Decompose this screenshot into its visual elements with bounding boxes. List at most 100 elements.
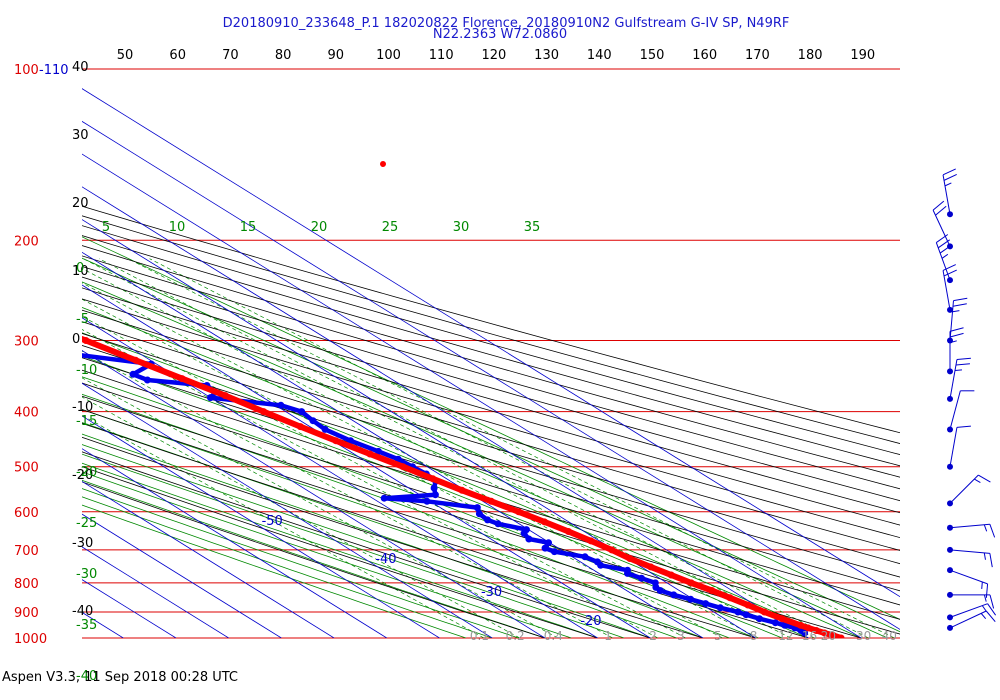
isotherm-line — [82, 251, 704, 638]
wind-barb-shaft — [942, 270, 951, 310]
mixing-ratio-label: 1 — [604, 629, 612, 643]
mixing-ratio-label: 30 — [856, 629, 871, 643]
wind-barb-flag — [953, 297, 968, 302]
pressure-label: 100 — [14, 63, 39, 78]
left-scale-label: -40 — [72, 604, 93, 619]
isotherm-label: -40 — [375, 552, 396, 567]
pressure-label: 400 — [14, 406, 39, 421]
temperature-marker — [380, 161, 386, 167]
left-scale-label: 20 — [72, 196, 89, 211]
dry-adiabat-line — [82, 255, 900, 490]
moist-adiabat-line — [82, 332, 835, 638]
isotherm-label: -20 — [580, 614, 601, 629]
moist-adiabat-label: -25 — [76, 516, 97, 531]
top-isotherm-label: -110 — [39, 63, 69, 78]
dry-adiabat-line — [82, 205, 900, 434]
moist-adiabat-label: 10 — [169, 220, 186, 235]
moist-adiabat-label: -35 — [76, 618, 97, 633]
moist-adiabat-label: -30 — [76, 567, 97, 582]
moist-adiabat-line — [82, 504, 467, 638]
moist-adiabat-line — [82, 471, 572, 638]
theta-label: 60 — [169, 48, 186, 63]
mixing-ratio-line — [82, 315, 686, 638]
moist-adiabat-line — [82, 462, 598, 638]
dewpoint-point — [75, 351, 82, 358]
pressure-label: 900 — [14, 606, 39, 621]
dry-adiabat-line — [82, 436, 704, 638]
wind-barb-flag — [936, 234, 949, 243]
mixing-ratio-line — [82, 377, 559, 638]
dry-adiabat-line — [82, 409, 809, 638]
wind-barb-flag — [956, 357, 971, 361]
chart-location: N22.2363 W72.0860 — [432, 27, 568, 42]
mixing-ratio-line — [82, 329, 658, 638]
theta-label: 160 — [692, 48, 717, 63]
mixing-ratio-label: 5 — [714, 629, 722, 643]
isotherm-line — [82, 350, 546, 638]
dry-adiabat-line — [82, 225, 900, 456]
footer-timestamp: Aspen V3.3, 11 Sep 2018 00:28 UTC — [2, 670, 239, 685]
moist-adiabat-label: 15 — [240, 220, 257, 235]
wind-barb-flag — [935, 205, 947, 216]
mixing-ratio-line — [149, 258, 895, 638]
temperature-point — [26, 316, 33, 323]
moist-adiabat-label: 0 — [76, 261, 84, 276]
dewpoint-point — [7, 329, 14, 336]
wind-barb-flag — [983, 594, 987, 602]
wind-barb-shaft — [949, 390, 961, 430]
dry-adiabat-line — [82, 298, 900, 539]
moist-adiabat-label: 35 — [524, 220, 541, 235]
wind-barb-flag — [985, 610, 996, 623]
left-scale-label: 30 — [72, 128, 89, 143]
moist-adiabat-label: 25 — [382, 220, 399, 235]
isotherm-line — [82, 448, 388, 638]
left-scale-label: 10 — [72, 264, 89, 279]
mixing-ratio-label: 8 — [750, 629, 758, 643]
wind-barb-flag — [949, 340, 957, 344]
wind-barb-shaft — [949, 610, 987, 629]
wind-barb-flag — [944, 182, 952, 187]
temperature-profile — [26, 161, 845, 638]
moist-adiabat-line — [82, 433, 677, 638]
pressure-label: 800 — [14, 577, 39, 592]
theta-label: 190 — [850, 48, 875, 63]
moist-adiabat-label: 5 — [102, 220, 110, 235]
moist-adiabat-line — [82, 496, 493, 638]
wind-barb-flag — [980, 613, 987, 620]
isotherm-line — [82, 480, 335, 638]
wind-barb-shaft — [949, 569, 988, 585]
moist-adiabat-line — [82, 281, 888, 638]
pressure-label: 1000 — [14, 632, 47, 647]
theta-label: 100 — [376, 48, 401, 63]
dewpoint-line — [82, 353, 806, 635]
wind-barb-flag — [942, 168, 956, 176]
wind-barb-flag — [932, 200, 945, 211]
wind-barb-flag — [952, 310, 960, 313]
wind-barbs — [932, 168, 997, 631]
temperature-line — [82, 335, 843, 638]
moist-adiabat-line — [82, 422, 704, 638]
moist-adiabat-line — [82, 444, 651, 638]
mixing-ratio-label: 12 — [778, 629, 793, 643]
isobar-lines — [82, 68, 900, 639]
pressure-label: 500 — [14, 461, 39, 476]
dewpoint-point — [46, 341, 53, 348]
pressure-label: 200 — [14, 234, 39, 249]
wind-barb-flag — [987, 603, 997, 616]
dry-adiabat-line — [82, 215, 900, 444]
moist-adiabat-label: 30 — [453, 220, 470, 235]
wind-barb-flag — [954, 369, 963, 372]
isotherm-line — [82, 382, 493, 638]
mixing-ratio-label: 3 — [677, 629, 685, 643]
theta-label: 180 — [798, 48, 823, 63]
isotherm-label: -30 — [481, 585, 502, 600]
wind-barb-flag — [949, 327, 964, 332]
moist-adiabat-label: -15 — [76, 414, 97, 429]
wind-barb-flag — [974, 478, 981, 483]
moist-adiabat-line — [82, 453, 625, 638]
isotherm-line — [82, 88, 900, 598]
left-scale-label: -10 — [72, 400, 93, 415]
wind-barb-flag — [952, 303, 967, 307]
moist-adiabat-label: -10 — [76, 363, 97, 378]
